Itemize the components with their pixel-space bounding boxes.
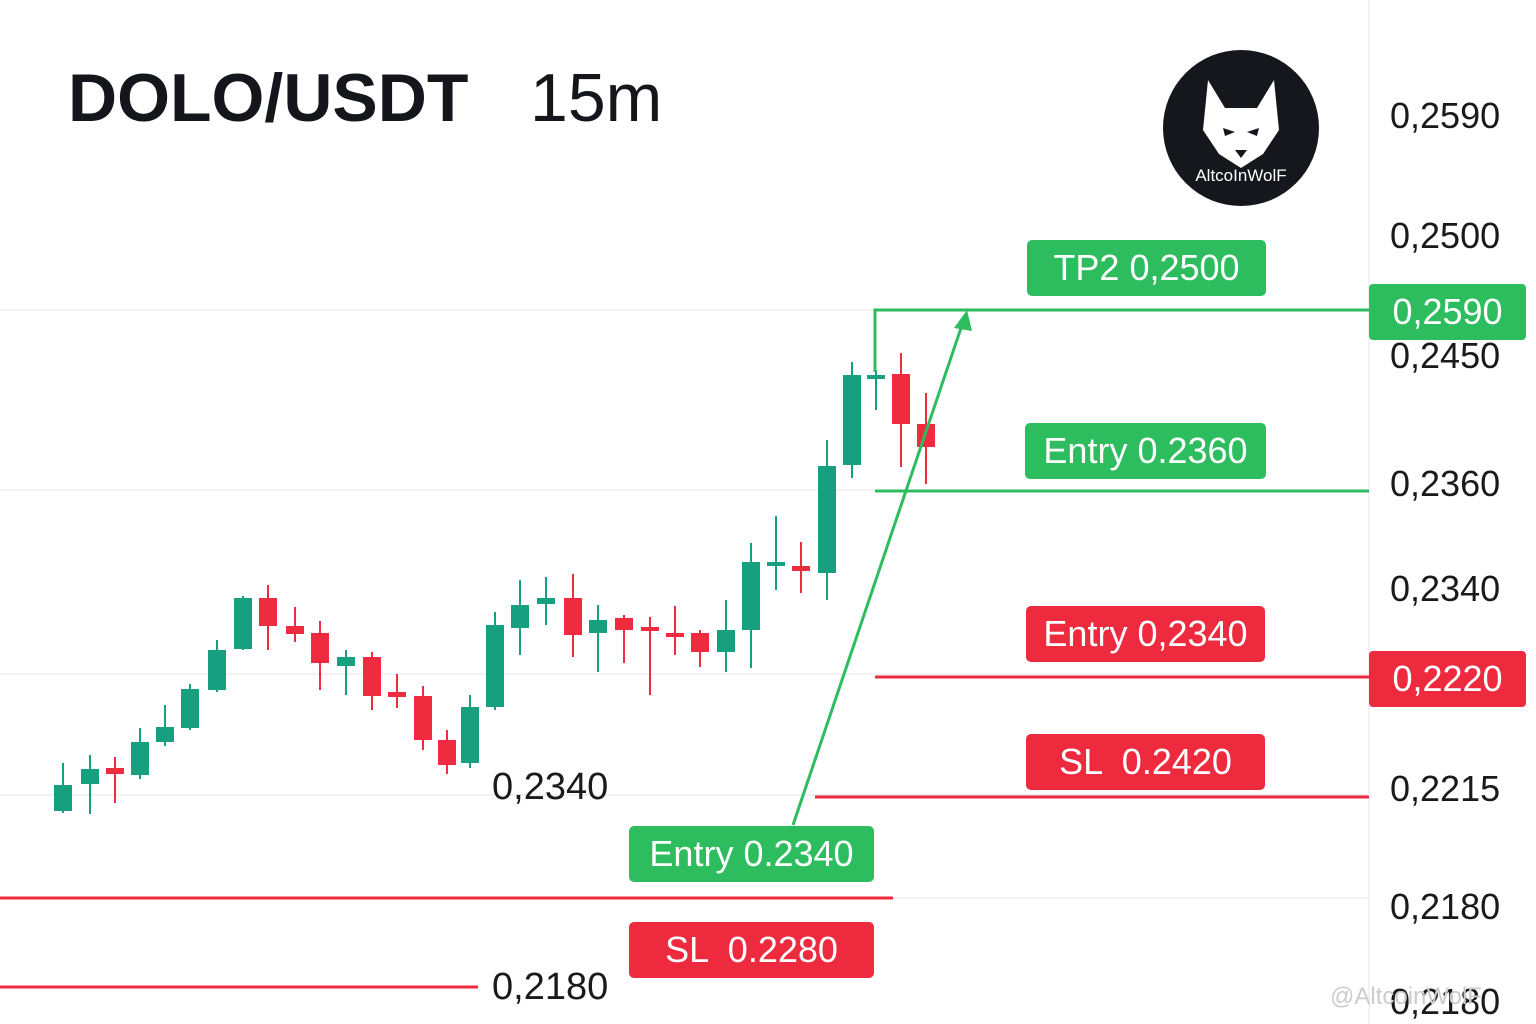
candle-body <box>892 374 910 424</box>
annotation: SL 0.2420 <box>1026 734 1265 790</box>
watermark: @AltcoinWolF <box>1330 983 1482 1010</box>
candle-body <box>311 633 329 663</box>
axis-label: 0,2450 <box>1390 335 1501 376</box>
candle-body <box>54 785 72 811</box>
axis-label: 0,2180 <box>1390 981 1501 1022</box>
candle-body <box>286 626 304 634</box>
axis-label: 0,2590 <box>1390 95 1501 136</box>
candle-body <box>537 598 555 604</box>
candle-body <box>106 768 124 774</box>
candle-body <box>81 769 99 784</box>
annotation: Entry 0.2360 <box>1025 423 1266 479</box>
annotation: SL 0.2280 <box>629 922 874 978</box>
interval: 15m <box>530 60 663 136</box>
candle-body <box>615 618 633 630</box>
axis-label: 0,2340 <box>1390 568 1501 609</box>
candle-body <box>564 598 582 635</box>
candle-body <box>818 466 836 573</box>
price-badge: 0,2220 <box>1369 651 1526 707</box>
candle-body <box>717 630 735 652</box>
candle-body <box>234 598 252 649</box>
arrow-head <box>954 310 972 331</box>
axis-label: 0,2500 <box>1390 215 1501 256</box>
axis-label: 0,2215 <box>1390 768 1501 809</box>
candle-body <box>156 727 174 742</box>
candles <box>54 353 935 814</box>
level-label: 0,2340 <box>492 766 609 808</box>
candle-body <box>867 375 885 379</box>
candle-body <box>641 627 659 631</box>
wolf-icon <box>1203 80 1279 168</box>
annotation: Entry 0,2340 <box>1026 606 1265 662</box>
candle-body <box>742 562 760 630</box>
candle-body <box>511 605 529 628</box>
annotation: TP2 0,2500 <box>1027 240 1266 296</box>
level-label: 0,2180 <box>492 966 609 1008</box>
candle-body <box>131 742 149 775</box>
pair: DOLO/USDT <box>68 60 469 136</box>
price-badge: 0,2590 <box>1369 284 1526 340</box>
tp-line <box>873 308 1369 372</box>
candle-body <box>691 633 709 652</box>
axis-label: 0,2360 <box>1390 463 1501 504</box>
candle-body <box>181 689 199 728</box>
candle-body <box>792 566 810 571</box>
candle-body <box>337 657 355 666</box>
candle-body <box>414 696 432 740</box>
candle-body <box>259 598 277 626</box>
candle-body <box>843 375 861 465</box>
candle-body <box>486 625 504 707</box>
candle-body <box>589 620 607 633</box>
annotation: Entry 0.2340 <box>629 826 874 882</box>
candle-body <box>666 633 684 637</box>
candle-body <box>461 707 479 763</box>
logo-text: AltcoInWolF <box>1195 166 1287 185</box>
logo: AltcoInWolF <box>1163 50 1319 206</box>
candle-body <box>767 562 785 566</box>
candle-body <box>363 657 381 696</box>
axis-label: 0,2180 <box>1390 886 1501 927</box>
candle-body <box>388 692 406 697</box>
arrow <box>791 324 964 826</box>
candle-body <box>208 650 226 690</box>
candle-body <box>438 740 456 765</box>
